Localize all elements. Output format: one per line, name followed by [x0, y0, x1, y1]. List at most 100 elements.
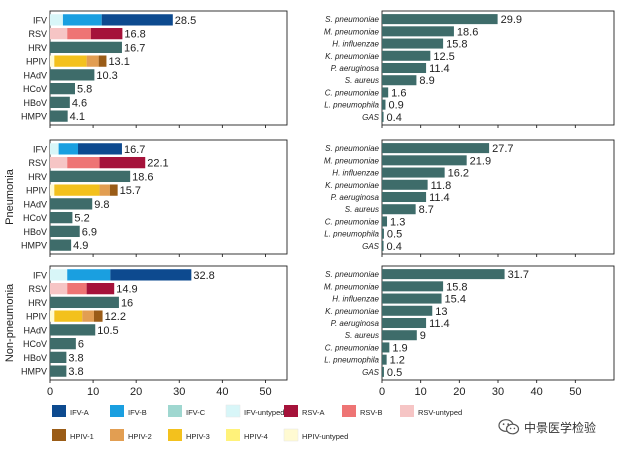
- bar-h-influenzae: [382, 38, 444, 49]
- category-label: HCoV: [23, 213, 47, 223]
- bar-hpiv-hpiv-1: [98, 55, 107, 67]
- bar-hmpv-hmpv: [50, 365, 67, 377]
- value-label: 14.9: [116, 284, 137, 296]
- value-label: 18.6: [132, 171, 153, 183]
- bar-hpiv-hpiv-3: [54, 310, 83, 322]
- bar-h-influenzae: [382, 167, 445, 178]
- legend-swatch-ifv-c: [168, 405, 182, 417]
- legend-label: HPIV-untyped: [302, 432, 348, 441]
- bar-ifv-ifv-b: [58, 143, 79, 155]
- category-label: HMPV: [21, 367, 47, 377]
- category-label: HBoV: [23, 353, 47, 363]
- legend-label: IFV-B: [128, 408, 147, 417]
- legend-label: RSV-A: [302, 408, 325, 417]
- category-label: HBoV: [23, 227, 47, 237]
- bar-s-aureus: [382, 75, 417, 86]
- legend-label: RSV-B: [360, 408, 383, 417]
- panel-frame: [49, 139, 288, 255]
- row-label: Pneumonia: [4, 168, 16, 225]
- bar-hpiv-hpiv-untyped: [50, 184, 55, 196]
- value-label: 1.6: [391, 87, 406, 99]
- bar-hpiv-hpiv-1: [109, 184, 118, 196]
- bar-rsv-rsv-b: [67, 156, 100, 169]
- value-label: 6.9: [82, 226, 97, 238]
- x-tick-label: 0: [47, 386, 53, 398]
- category-label: K. pneumoniae: [325, 52, 379, 61]
- bar-hmpv-hmpv: [50, 110, 68, 122]
- category-label: S. pneumoniae: [325, 15, 379, 24]
- bar-s-aureus: [382, 204, 416, 215]
- bar-ifv-ifv-b: [62, 14, 102, 26]
- legend-swatch-rsv-b: [342, 405, 356, 417]
- category-label: M. pneumoniae: [324, 156, 380, 165]
- bar-ifv-ifv-a: [78, 143, 122, 155]
- value-label: 11.4: [429, 63, 450, 75]
- bar-hadv-hadv: [50, 69, 95, 81]
- value-label: 12.5: [433, 51, 454, 63]
- bar-s-pneumoniae: [382, 269, 505, 280]
- chart-panel-6: 0 10 20 30 40 50 S. pneumoniae 31.7 M. pneumonia…: [324, 265, 615, 398]
- x-tick-label: 10: [415, 386, 427, 398]
- value-label: 11.4: [429, 192, 450, 204]
- bar-gas: [382, 240, 384, 251]
- bar-ifv-ifv-untyped: [50, 143, 59, 155]
- value-label: 0.4: [387, 112, 402, 124]
- legend-swatch-hpiv-untyped: [283, 428, 299, 442]
- bar-gas: [382, 111, 384, 122]
- row-label: Non-pneumonia: [4, 283, 16, 362]
- bar-m-pneumoniae: [382, 281, 444, 292]
- bar-gas: [382, 366, 384, 377]
- value-label: 15.8: [446, 281, 467, 293]
- category-label: HRV: [28, 172, 47, 182]
- bar-c-pneumoniae: [382, 216, 388, 227]
- value-label: 9.8: [94, 199, 109, 211]
- category-label: HAdV: [23, 70, 47, 80]
- bar-k-pneumoniae: [382, 179, 428, 190]
- category-label: L. pneumophila: [324, 230, 379, 239]
- bar-hbov-hbov: [50, 225, 80, 238]
- bar-ifv-ifv-untyped: [50, 269, 68, 281]
- bar-l-pneumophila: [382, 354, 387, 365]
- bar-hcov-hcov: [50, 337, 76, 350]
- value-label: 6: [78, 339, 84, 351]
- bar-hcov-hcov: [50, 82, 75, 95]
- bar-rsv-rsv-b: [67, 282, 87, 295]
- legend-swatch-rsv-a: [284, 405, 298, 417]
- value-label: 0.9: [388, 100, 403, 112]
- value-label: 28.5: [175, 15, 196, 27]
- bar-p-aeruginosa: [382, 191, 427, 203]
- category-label: S. pneumoniae: [325, 270, 379, 279]
- panel-frame: [49, 10, 288, 126]
- category-label: IFV: [33, 270, 47, 280]
- bar-rsv-rsv-untyped: [50, 156, 68, 169]
- bar-s-pneumoniae: [382, 14, 498, 25]
- category-label: GAS: [362, 368, 380, 377]
- value-label: 8.7: [419, 204, 434, 216]
- category-label: GAS: [362, 113, 380, 122]
- bar-hmpv-hmpv: [50, 239, 72, 251]
- value-label: 13: [435, 306, 447, 318]
- category-label: C. pneumoniae: [325, 217, 380, 226]
- legend: IFV-A IFV-B IFV-C IFV-untyped RSV-A RSV-B RSV-…: [52, 404, 462, 442]
- legend-swatch-rsv-untyped: [400, 405, 414, 417]
- category-label: H. influenzae: [332, 295, 379, 304]
- category-label: RSV: [28, 158, 47, 168]
- category-label: H. influenzae: [332, 169, 379, 178]
- value-label: 22.1: [147, 158, 168, 170]
- category-label: M. pneumoniae: [324, 282, 380, 291]
- bar-ifv-ifv-untyped: [50, 14, 63, 26]
- category-label: HMPV: [21, 112, 47, 122]
- category-label: HAdV: [23, 325, 47, 335]
- bar-p-aeruginosa: [382, 317, 427, 329]
- value-label: 9: [420, 330, 426, 342]
- legend-label: HPIV-4: [244, 432, 268, 441]
- chart-panel-5: 0 10 20 30 40 50 IFV 32.8 RSV 14.9 HRV 16 HPIV 12.2 HA…: [4, 265, 288, 398]
- category-label: RSV: [28, 29, 47, 39]
- value-label: 21.9: [470, 155, 491, 167]
- value-label: 13.1: [108, 56, 129, 68]
- value-label: 12.2: [105, 311, 126, 323]
- legend-swatch-hpiv-2: [110, 429, 124, 441]
- value-label: 4.9: [73, 240, 88, 252]
- bar-m-pneumoniae: [382, 26, 454, 37]
- x-tick-label: 30: [173, 386, 185, 398]
